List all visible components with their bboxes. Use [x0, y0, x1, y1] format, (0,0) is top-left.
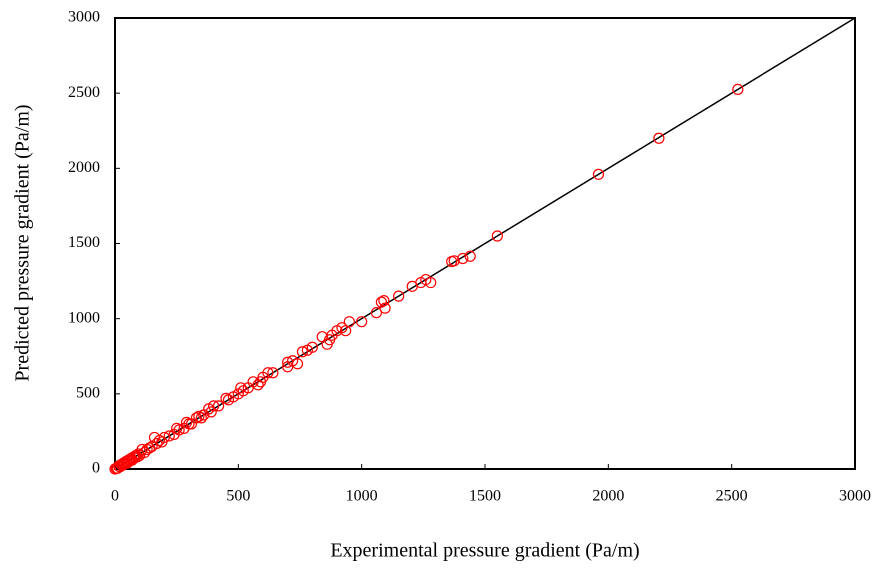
y-tick-label: 1000: [68, 309, 100, 326]
point: [592, 168, 605, 180]
plot-frame: [114, 17, 856, 470]
point: [356, 316, 368, 328]
point: [370, 307, 383, 319]
y-axis-title: Predicted pressure gradient (Pa/m): [12, 104, 34, 381]
y-tick-label: 2500: [68, 84, 100, 101]
y-tick-label: 1500: [68, 234, 100, 251]
point: [109, 463, 121, 475]
point: [213, 400, 225, 412]
point: [141, 443, 153, 456]
point: [378, 295, 390, 307]
x-tick-label: 3000: [839, 488, 871, 505]
point: [406, 280, 418, 292]
point: [375, 296, 387, 308]
point: [180, 416, 193, 428]
point: [282, 361, 294, 373]
x-tick-label: 500: [226, 488, 250, 505]
y-tick-label: 2000: [68, 159, 100, 176]
point: [198, 409, 210, 421]
point: [296, 346, 309, 358]
point: [113, 460, 125, 472]
point: [379, 302, 391, 314]
point: [267, 367, 279, 379]
y-tick-label: 500: [76, 385, 100, 402]
point: [491, 230, 503, 242]
x-tick-label: 0: [111, 488, 119, 505]
x-axis-title: Experimental pressure gradient (Pa/m): [330, 540, 639, 562]
x-tick-label: 1500: [469, 488, 501, 505]
x-tick-label: 2000: [592, 488, 624, 505]
point: [282, 356, 294, 368]
point: [446, 255, 458, 268]
point: [254, 376, 267, 388]
point: [168, 428, 180, 441]
point: [393, 290, 405, 302]
point: [171, 422, 183, 435]
point: [653, 132, 665, 144]
point: [163, 430, 175, 442]
point: [220, 392, 232, 404]
point: [340, 325, 352, 337]
point: [205, 406, 217, 418]
point: [193, 410, 205, 422]
y-tick-label: 3000: [68, 9, 100, 26]
point: [222, 394, 235, 406]
point: [732, 83, 744, 96]
reference-line: [114, 17, 856, 470]
point: [178, 422, 190, 435]
point: [195, 412, 207, 424]
point: [316, 331, 328, 343]
point: [457, 252, 469, 265]
y-tick-label: 0: [92, 460, 100, 477]
point: [464, 250, 476, 262]
point: [235, 382, 247, 394]
point: [301, 344, 313, 356]
x-tick-label: 2500: [716, 488, 748, 505]
x-tick-label: 1000: [346, 488, 378, 505]
